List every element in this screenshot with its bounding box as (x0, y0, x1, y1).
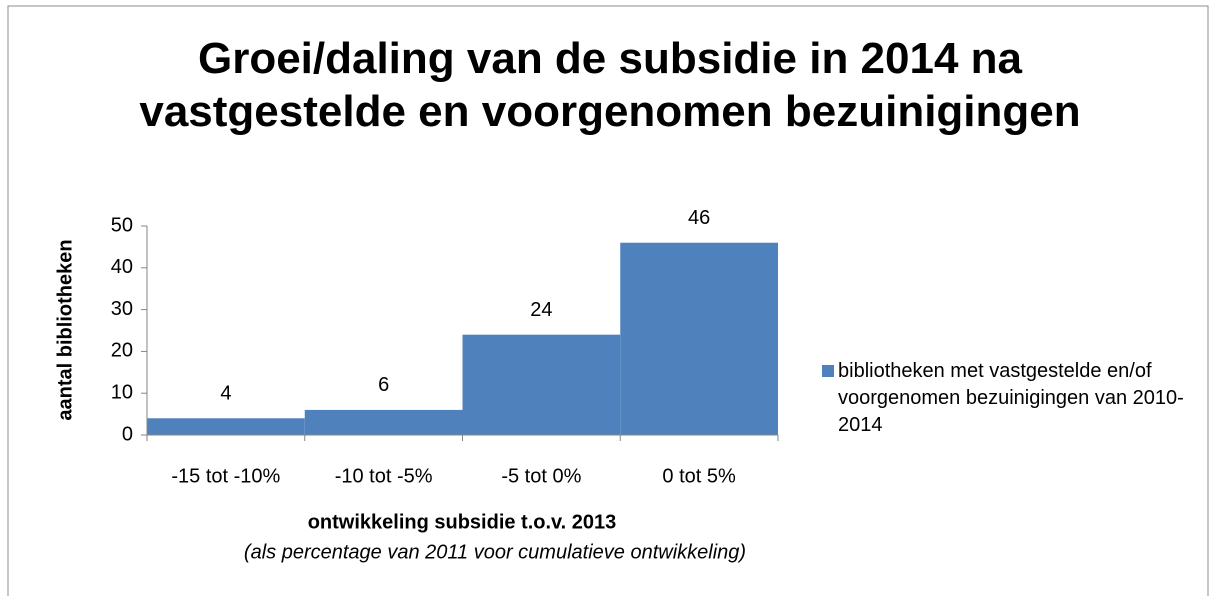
subtitle: (als percentage van 2011 voor cumulatiev… (244, 541, 746, 563)
y-tick-label: 50 (111, 214, 133, 236)
bar (147, 418, 305, 435)
data-label: 46 (688, 207, 710, 229)
x-tick-label: -5 tot 0% (501, 465, 581, 487)
x-tick-label: -15 tot -10% (171, 465, 280, 487)
x-tick-label: -10 tot -5% (335, 465, 433, 487)
y-tick-label: 0 (122, 423, 133, 445)
y-tick-label: 20 (111, 340, 133, 362)
y-tick-label: 30 (111, 298, 133, 320)
data-label: 24 (530, 299, 552, 321)
chart-title: Groei/daling van de subsidie in 2014 na … (139, 34, 1081, 136)
legend-marker (822, 365, 834, 377)
bar (304, 409, 463, 435)
x-axis-label: ontwikkeling subsidie t.o.v. 2013 (308, 511, 617, 533)
data-label: 6 (378, 374, 389, 396)
legend-label: bibliotheken met vastgestelde en/of voor… (838, 360, 1184, 436)
x-tick-label: 0 tot 5% (662, 465, 736, 487)
bar (462, 334, 621, 435)
y-axis-label: aantal bibliotheken (54, 239, 76, 420)
y-tick-label: 40 (111, 256, 133, 278)
chart-border (7, 5, 1209, 596)
data-label: 4 (220, 383, 231, 405)
bar (620, 242, 778, 435)
y-tick-label: 10 (111, 381, 133, 403)
